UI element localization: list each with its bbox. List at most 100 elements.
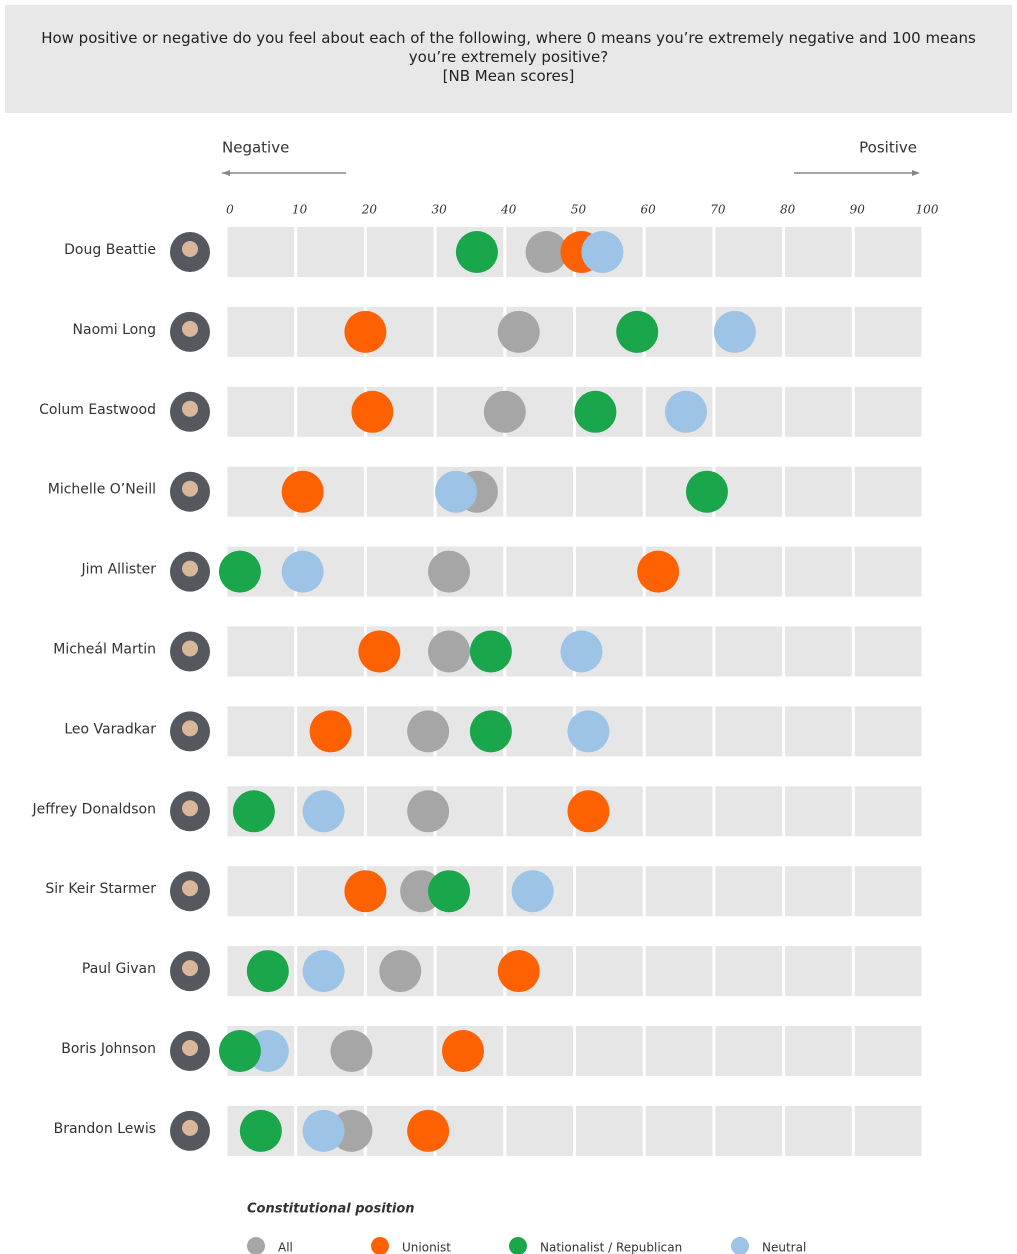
dot <box>303 950 345 992</box>
grid-cell <box>506 1106 573 1156</box>
x-tick-label: 100 <box>916 203 939 217</box>
grid-cell <box>367 547 434 597</box>
row-label: Naomi Long <box>73 322 156 338</box>
grid-cell <box>228 307 295 357</box>
grid-cell <box>576 1106 643 1156</box>
avatar-face <box>182 481 198 497</box>
dot <box>637 551 679 593</box>
x-tick-label: 30 <box>431 203 447 217</box>
avatar-face <box>182 880 198 896</box>
x-tick-label: 60 <box>641 203 657 217</box>
avatar-face <box>182 1040 198 1056</box>
grid-cell <box>228 227 295 277</box>
grid-cell <box>646 786 713 836</box>
row-label: Leo Varadkar <box>64 721 156 737</box>
grid-cell <box>367 1026 434 1076</box>
dot <box>240 1110 282 1152</box>
grid-cell <box>437 946 504 996</box>
legend-title: Constitutional position <box>247 1202 415 1217</box>
annotation-right: Positive <box>859 139 917 157</box>
grid-cell <box>715 387 782 437</box>
x-tick-label: 70 <box>710 203 726 217</box>
legend-label: All <box>278 1241 293 1254</box>
dot <box>282 471 324 513</box>
avatar-face <box>182 401 198 417</box>
row-label: Jim Allister <box>80 562 156 578</box>
grid-cell <box>855 547 922 597</box>
grid-cell <box>576 866 643 916</box>
dot <box>428 551 470 593</box>
dot <box>428 870 470 912</box>
dot <box>456 231 498 273</box>
legend-label: Unionist <box>402 1241 451 1254</box>
avatar-face <box>182 641 198 657</box>
row-label: Paul Givan <box>82 961 156 977</box>
x-tick-label: 40 <box>500 203 517 217</box>
row-label: Jeffrey Donaldson <box>32 801 157 817</box>
grid-cell <box>506 706 573 756</box>
avatar-face <box>182 1120 198 1136</box>
grid-cell <box>785 227 852 277</box>
dot <box>303 1110 345 1152</box>
grid-cell <box>715 227 782 277</box>
grid-cell <box>855 227 922 277</box>
avatar-face <box>182 800 198 816</box>
dot <box>574 391 616 433</box>
dot <box>330 1030 372 1072</box>
dot <box>714 311 756 353</box>
dot <box>470 710 512 752</box>
dot <box>442 1030 484 1072</box>
row-label: Colum Eastwood <box>39 402 156 418</box>
dot <box>512 870 554 912</box>
dot <box>686 471 728 513</box>
grid-cell <box>646 866 713 916</box>
row-label: Doug Beattie <box>64 242 156 258</box>
grid-cell <box>715 706 782 756</box>
row-label: Boris Johnson <box>61 1041 156 1057</box>
grid-cell <box>855 866 922 916</box>
arrow-left-head <box>222 170 230 176</box>
grid-cell <box>228 706 295 756</box>
grid-cell <box>715 547 782 597</box>
dot <box>428 631 470 673</box>
grid-cell <box>646 1106 713 1156</box>
grid-cell <box>506 547 573 597</box>
dot <box>219 551 261 593</box>
dot <box>665 391 707 433</box>
dot <box>219 1030 261 1072</box>
avatar-face <box>182 561 198 577</box>
avatar-face <box>182 720 198 736</box>
grid-cell <box>855 1106 922 1156</box>
grid-cell <box>576 946 643 996</box>
dot <box>567 790 609 832</box>
grid-cell <box>785 786 852 836</box>
row-label: Micheál Martin <box>53 642 156 658</box>
arrow-right-head <box>912 170 920 176</box>
annotation-left: Negative <box>222 139 289 157</box>
grid-cell <box>855 706 922 756</box>
grid-cell <box>855 387 922 437</box>
x-tick-label: 10 <box>292 203 308 217</box>
legend-swatch <box>509 1237 527 1254</box>
grid-cell <box>855 786 922 836</box>
avatar-face <box>182 241 198 257</box>
row-label: Michelle O’Neill <box>48 482 156 498</box>
grid-cell <box>646 627 713 677</box>
grid-cell <box>785 866 852 916</box>
grid-cell <box>576 467 643 517</box>
grid-cell <box>367 467 434 517</box>
grid-cell <box>715 1026 782 1076</box>
dot <box>407 710 449 752</box>
grid-cell <box>367 227 434 277</box>
dot <box>233 790 275 832</box>
grid-cell <box>506 1026 573 1076</box>
row-label: Sir Keir Starmer <box>45 881 156 897</box>
row-label: Brandon Lewis <box>54 1121 156 1137</box>
grid-cell <box>576 1026 643 1076</box>
legend-swatch <box>371 1237 389 1254</box>
grid-cell <box>715 946 782 996</box>
grid-cell <box>576 547 643 597</box>
grid-cell <box>437 307 504 357</box>
grid-cell <box>297 227 364 277</box>
dot <box>310 710 352 752</box>
